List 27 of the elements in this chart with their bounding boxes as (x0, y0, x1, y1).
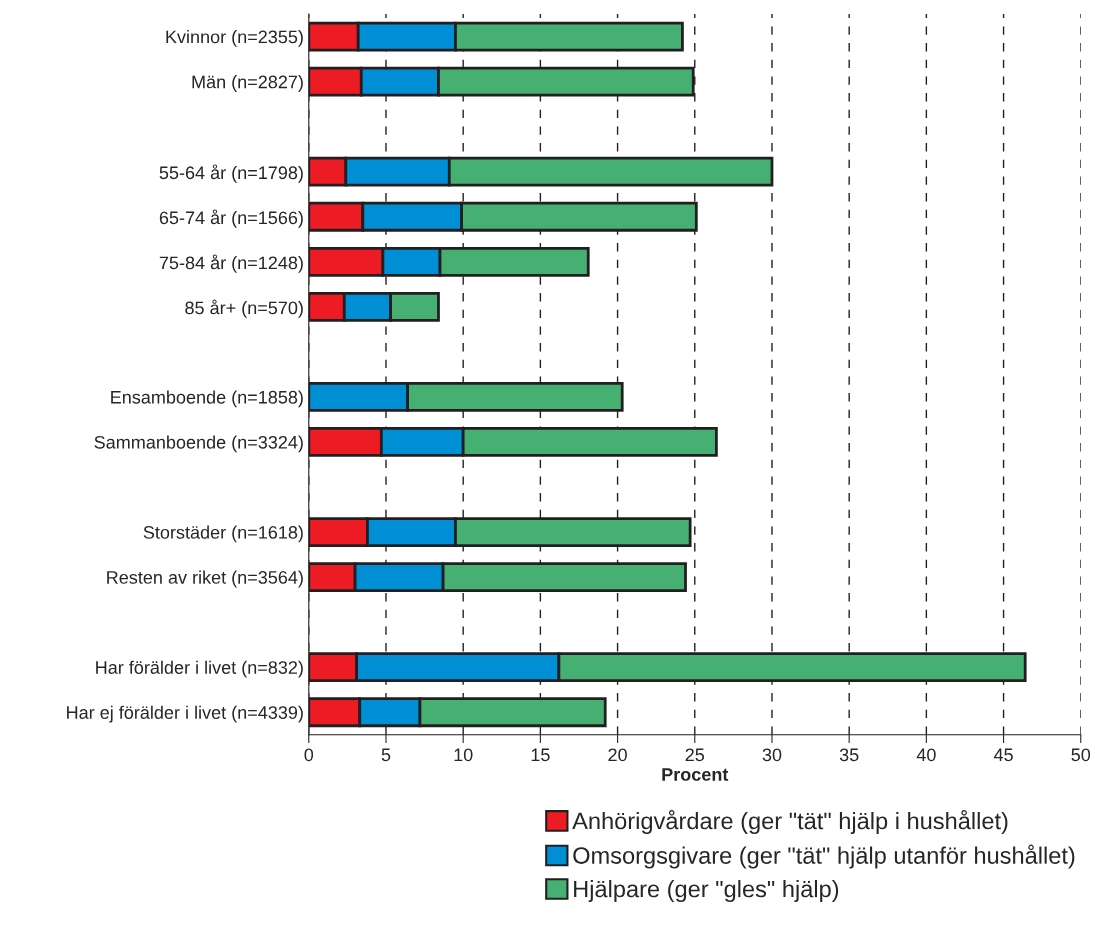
x-tick-label: 5 (381, 748, 391, 762)
x-tick-label: 40 (916, 748, 936, 762)
y-tick-label: Ensamboende (n=1858) (111, 390, 303, 408)
x-axis-title: Procent (662, 768, 729, 781)
x-tick-label: 45 (993, 748, 1013, 762)
y-tick-label: 55-64 år (n=1798) (159, 164, 303, 183)
x-tick-label: 25 (685, 748, 705, 762)
x-tick-label: 15 (531, 748, 550, 762)
y-tick-label: Har förälder i livet (n=832) (96, 660, 303, 678)
y-tick-label: Sammanboende (n=3324) (94, 435, 303, 453)
y-tick-label: 75-84 år (n=1248) (159, 254, 303, 273)
y-tick-label: Storstäder (n=1618) (143, 525, 303, 543)
legend-label: Hjälpare (ger "gles" hjälp) (574, 880, 839, 903)
legend-label: Anhörigvårdare (ger "tät" hjälp i hushållet) (572, 810, 1008, 834)
x-tick-label: 20 (608, 748, 627, 762)
legend-label: Omsorgsgivare (ger "tät" hjälp utanför hushållet) (573, 844, 1075, 869)
y-tick-label: Kvinnor (n=2355) (166, 30, 303, 47)
y-tick-label: 65-74 år (n=1566) (159, 209, 303, 228)
x-tick-label: 10 (454, 748, 473, 762)
y-tick-label: 85 år+ (n=570) (185, 299, 303, 318)
y-tick-label: Har ej förälder i livet (n=4339) (67, 705, 303, 723)
y-tick-label: Män (n=2827) (192, 75, 303, 92)
x-tick-label: 35 (839, 748, 859, 762)
x-tick-label: 0 (304, 748, 314, 762)
y-tick-label: Resten av riket (n=3564) (107, 570, 303, 588)
x-tick-label: 30 (762, 748, 782, 762)
x-tick-label: 50 (1071, 748, 1091, 762)
